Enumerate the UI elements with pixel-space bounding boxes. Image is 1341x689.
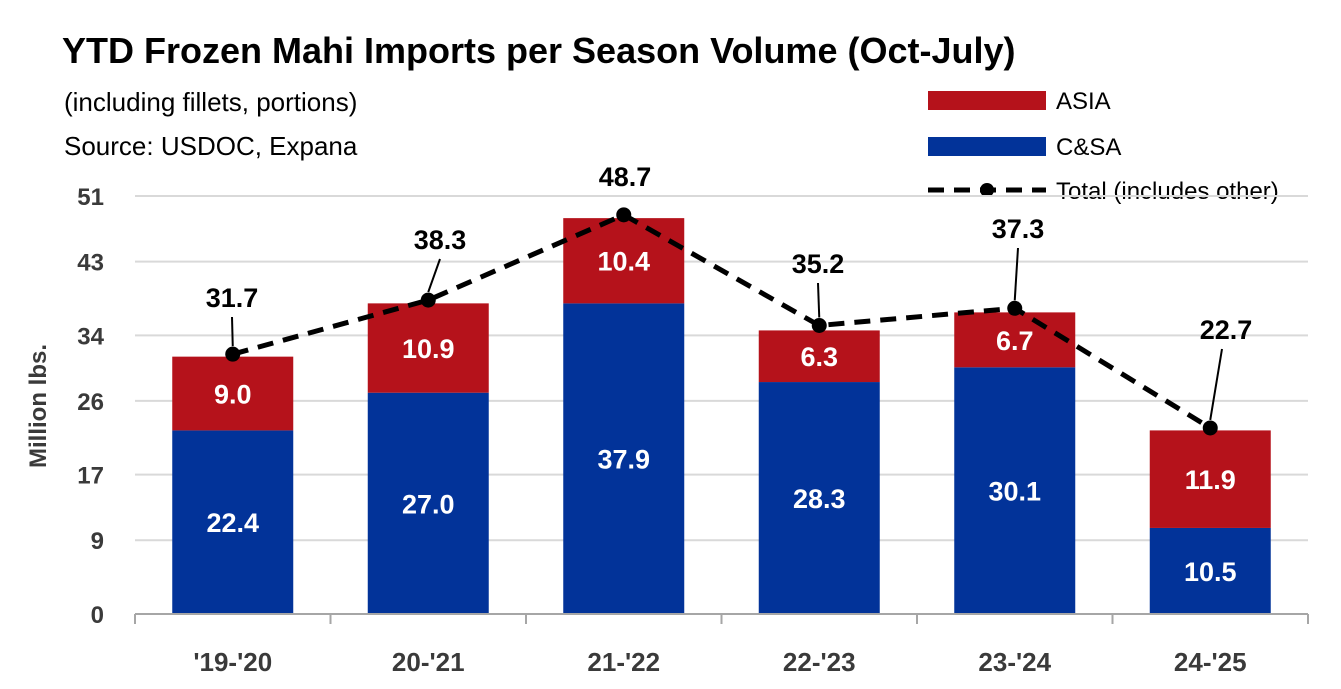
total-value-label: 37.3	[992, 214, 1045, 244]
bar-asia	[367, 303, 489, 393]
total-point	[616, 207, 632, 223]
x-tick-label: 23-'24	[978, 647, 1051, 677]
bar-c-sa	[172, 430, 294, 614]
bar-asia-label: 10.9	[402, 334, 455, 364]
total-label-leader	[1209, 348, 1223, 421]
x-tick-label: 22-'23	[783, 647, 856, 677]
x-tick-label: '19-'20	[193, 647, 272, 677]
total-label-leader	[817, 282, 821, 318]
bar-c-sa	[563, 303, 685, 614]
total-value-label: 22.7	[1200, 315, 1253, 345]
y-tick-label: 34	[77, 323, 104, 350]
total-line-path	[232, 212, 1212, 431]
chart-subtitle-line-1: (including fillets, portions)	[64, 87, 357, 117]
y-tick-label: 51	[77, 184, 104, 211]
total-value-label: 31.7	[206, 283, 259, 313]
x-tick-label: 24-'25	[1174, 647, 1247, 677]
legend-label-asia: ASIA	[1056, 88, 1111, 115]
bar-asia	[1149, 430, 1271, 528]
bar-asia-label: 6.3	[800, 342, 838, 372]
bar-c-sa-label: 37.9	[597, 445, 650, 475]
x-tick-label: 20-'21	[392, 647, 465, 677]
total-label-leader	[1013, 247, 1019, 301]
total-point	[811, 317, 827, 333]
y-tick-label: 9	[91, 528, 104, 555]
bar-asia-label: 10.4	[597, 247, 650, 277]
chart-subtitle-line-2: Source: USDOC, Expana	[64, 131, 358, 161]
bar-asia	[954, 312, 1076, 368]
legend-marker	[980, 183, 994, 197]
y-tick-label: 43	[77, 250, 104, 277]
bar-c-sa	[367, 392, 489, 614]
bar-c-sa-label: 22.4	[206, 508, 259, 538]
y-tick-label: 26	[77, 389, 104, 416]
total-value-label: 48.7	[599, 162, 652, 192]
bar-c-sa	[1149, 527, 1271, 614]
chart-title: YTD Frozen Mahi Imports per Season Volum…	[62, 30, 1015, 71]
bar-c-sa-label: 28.3	[793, 484, 846, 514]
total-value-label: 35.2	[792, 249, 845, 279]
bar-c-sa-label: 10.5	[1184, 557, 1237, 587]
bar-c-sa	[758, 382, 880, 614]
total-line: 31.7 38.3 48.7 35.2 37.3 22.7	[206, 162, 1253, 436]
legend-label-c-sa: C&SA	[1056, 134, 1121, 161]
gridlines	[135, 195, 1308, 542]
bar-asia-label: 11.9	[1185, 465, 1236, 495]
x-axis: '19-'20 20-'21 21-'22 22-'23 23-'24 24-'25	[134, 613, 1309, 677]
total-point	[1007, 300, 1023, 316]
total-value-label: 38.3	[414, 225, 467, 255]
bar-c-sa-label: 30.1	[988, 477, 1041, 507]
total-point	[225, 346, 241, 362]
bars: 22.4 9.0 27.0 10.9 37.9 10.4 28.3 6.3 30.1 6.7 10.…	[172, 218, 1271, 614]
bar-asia	[172, 356, 294, 431]
total-label-leader	[427, 258, 441, 293]
total-point	[420, 292, 436, 308]
bar-c-sa	[954, 367, 1076, 614]
y-tick-label: 17	[77, 463, 104, 490]
total-point	[1202, 420, 1218, 436]
x-tick-label: 21-'22	[587, 647, 660, 677]
legend-label-total-includes-other: Total (includes other)	[1056, 178, 1279, 205]
y-tick-label: 0	[91, 602, 104, 629]
bar-asia-label: 9.0	[214, 380, 252, 410]
legend-swatch-c-sa	[928, 137, 1046, 156]
legend-swatch-asia	[928, 91, 1046, 110]
total-label-leader	[231, 316, 234, 347]
bar-asia-label: 6.7	[996, 326, 1034, 356]
y-axis: 0 9 17 26 34 43 51	[77, 184, 104, 629]
bar-c-sa-label: 27.0	[402, 489, 455, 519]
bar-asia	[758, 330, 880, 383]
y-axis-label: Million lbs.	[25, 344, 52, 468]
legend: ASIA C&SA Total (includes other)	[928, 88, 1279, 205]
